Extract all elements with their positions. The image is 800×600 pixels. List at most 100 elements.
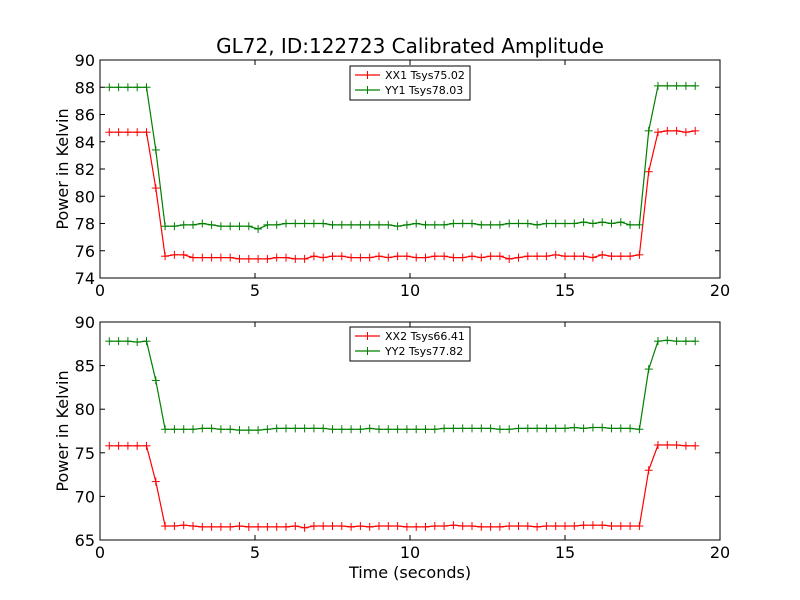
data-point (570, 423, 579, 432)
data-point (495, 220, 504, 229)
data-point (356, 522, 365, 531)
data-point (151, 477, 160, 486)
data-point (570, 522, 579, 531)
data-point (551, 522, 560, 531)
data-point (495, 425, 504, 434)
data-point (375, 220, 383, 229)
x-tick-label: 10 (400, 281, 420, 300)
data-point (133, 83, 142, 92)
data-point (282, 424, 290, 433)
data-point (579, 252, 588, 261)
data-point (523, 219, 532, 228)
data-point (161, 222, 170, 231)
data-point (412, 253, 421, 262)
legend-label: XX1 Tsys75.02 (385, 69, 465, 82)
data-point (523, 522, 532, 531)
data-point (412, 522, 421, 531)
data-point (309, 219, 318, 228)
data-point (412, 219, 421, 228)
data-point (663, 126, 672, 135)
data-point (375, 522, 383, 531)
data-point (691, 81, 700, 90)
data-point (291, 254, 300, 263)
data-point (440, 424, 449, 433)
data-point (207, 522, 216, 531)
y-tick-label: 76 (75, 242, 95, 261)
data-point (114, 337, 123, 346)
data-point (142, 441, 151, 450)
y-tick-label: 88 (75, 78, 95, 97)
data-point (133, 441, 142, 450)
data-point (672, 337, 681, 346)
data-point (393, 522, 402, 531)
data-point (244, 426, 253, 435)
data-point (170, 222, 179, 231)
data-point (300, 523, 309, 532)
x-axis-label: Time (seconds) (348, 563, 471, 582)
data-point (505, 522, 514, 531)
data-point (235, 426, 244, 435)
data-point (430, 425, 439, 434)
x-tick-label: 5 (250, 281, 260, 300)
data-point (254, 426, 263, 435)
legend-label: YY2 Tsys77.82 (384, 345, 463, 358)
data-point (291, 219, 300, 228)
data-point (105, 337, 114, 346)
data-point (551, 250, 560, 259)
y-tick-label: 86 (75, 106, 95, 125)
data-point (681, 337, 690, 346)
data-point (114, 128, 123, 137)
data-point (347, 522, 356, 531)
data-point (561, 424, 569, 433)
data-point (533, 220, 542, 229)
data-point (161, 425, 170, 434)
data-point (179, 250, 188, 259)
data-point (561, 219, 569, 228)
data-point (430, 252, 439, 261)
data-point (198, 219, 207, 228)
data-point (235, 522, 244, 531)
data-point (337, 522, 346, 531)
data-point (691, 441, 700, 450)
data-point (663, 440, 672, 449)
data-point (393, 222, 402, 231)
data-point (328, 252, 337, 261)
data-point (272, 424, 281, 433)
data-point (477, 424, 486, 433)
data-point (254, 254, 263, 263)
data-point (244, 522, 253, 531)
data-point (384, 220, 393, 229)
data-point (458, 424, 467, 433)
legend-box (349, 326, 471, 362)
series-line (109, 339, 696, 431)
data-point (161, 252, 170, 261)
data-point (421, 220, 430, 229)
data-point (468, 219, 476, 228)
data-point (672, 440, 681, 449)
data-point (626, 522, 635, 531)
data-point (495, 252, 504, 261)
data-point (654, 128, 662, 137)
data-point (551, 424, 560, 433)
legend-box (349, 65, 471, 101)
data-point (151, 376, 160, 385)
data-point (672, 81, 681, 90)
data-point (393, 252, 402, 261)
data-point (635, 250, 644, 259)
series-layer (105, 336, 700, 532)
data-point (579, 521, 588, 530)
data-point (430, 522, 439, 531)
data-point (616, 218, 625, 227)
data-point (216, 222, 225, 231)
data-point (691, 126, 700, 135)
data-point (598, 218, 607, 227)
data-point (365, 253, 374, 262)
data-point (412, 425, 421, 434)
data-point (319, 522, 328, 531)
data-point (272, 253, 281, 262)
data-point (533, 522, 542, 531)
data-point (263, 220, 272, 229)
data-point (533, 424, 542, 433)
data-point (207, 220, 216, 229)
data-point (495, 522, 504, 531)
